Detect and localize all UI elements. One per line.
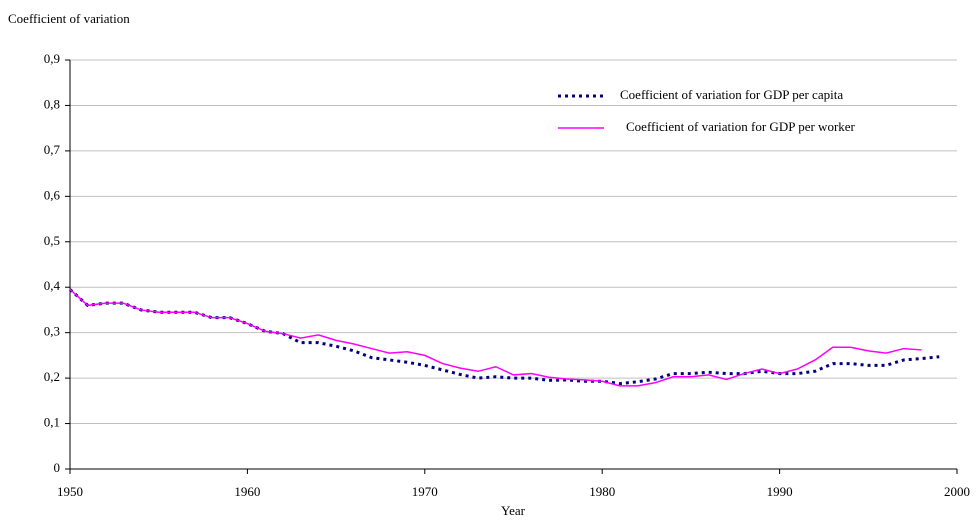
x-tick-label: 1990	[767, 484, 793, 499]
x-tick-label: 1950	[57, 484, 83, 499]
y-tick-label: 0	[54, 460, 61, 475]
y-tick-label: 0,9	[44, 51, 60, 66]
x-axis-title: Year	[501, 503, 526, 518]
y-tick-label: 0,3	[44, 324, 60, 339]
y-tick-label: 0,7	[44, 142, 61, 157]
y-tick-label: 0,4	[44, 278, 61, 293]
x-tick-label: 2000	[944, 484, 970, 499]
x-tick-label: 1970	[412, 484, 438, 499]
legend-label: Coefficient of variation for GDP per cap…	[620, 87, 843, 102]
x-tick-label: 1980	[589, 484, 615, 499]
y-tick-label: 0,1	[44, 415, 60, 430]
y-tick-label: 0,2	[44, 369, 60, 384]
series-line	[68, 288, 940, 386]
y-tick-label: 0,6	[44, 187, 61, 202]
y-tick-label: 0,5	[44, 233, 60, 248]
x-tick-label: 1960	[234, 484, 260, 499]
series-line	[69, 288, 922, 387]
legend-label: Coefficient of variation for GDP per wor…	[626, 119, 856, 134]
y-tick-label: 0,8	[44, 96, 60, 111]
y-axis-title: Coefficient of variation	[8, 11, 130, 26]
